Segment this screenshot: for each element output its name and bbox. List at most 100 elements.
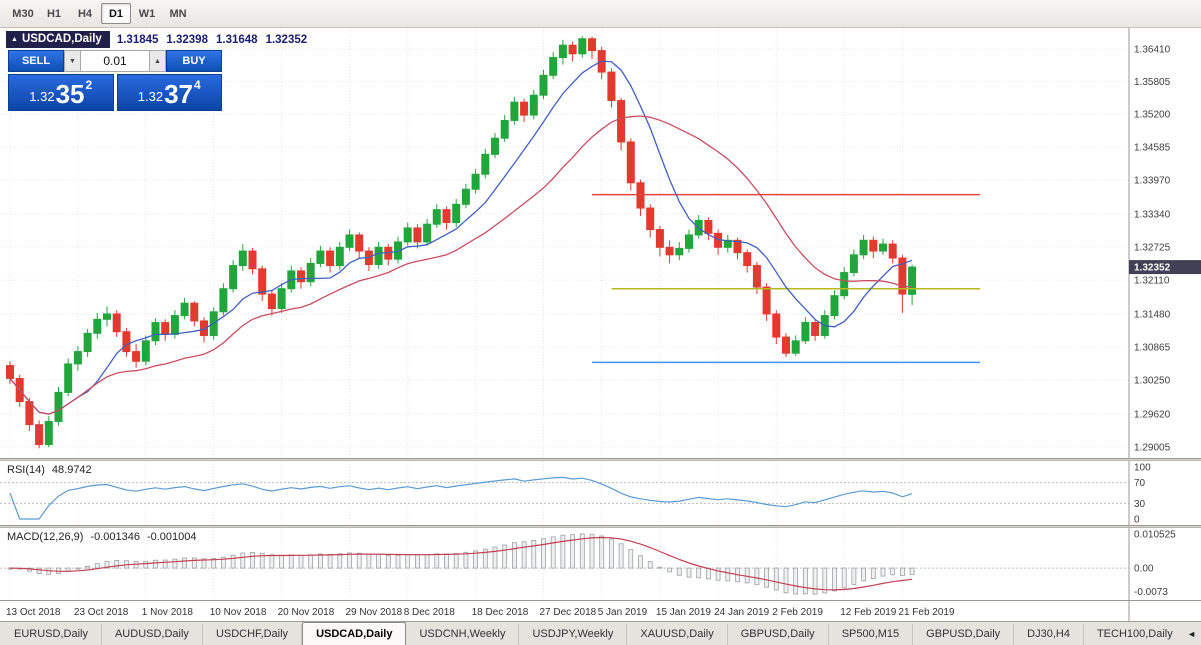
current-price-tag: [1129, 260, 1201, 275]
ohlc-high: 1.32398: [166, 33, 208, 46]
rsi-indicator-pane[interactable]: 100 70 30 0 RSI(14) 48.9742: [0, 461, 1201, 525]
chart-tab-dj30-h4[interactable]: DJ30,H4: [1014, 624, 1084, 645]
chart-tab-usdcnh-weekly[interactable]: USDCNH,Weekly: [406, 624, 520, 645]
timeframe-button-d1[interactable]: D1: [101, 3, 131, 24]
chart-tab-tech100-daily[interactable]: TECH100,Daily: [1084, 624, 1185, 645]
svg-text:1.33340: 1.33340: [1134, 209, 1171, 220]
symbol-chip: ▲ USDCAD,Daily: [6, 31, 110, 48]
svg-text:1.32725: 1.32725: [1134, 243, 1171, 254]
chart-tab-bar: EURUSD,Daily AUDUSD,Daily USDCHF,Daily USDC…: [0, 621, 1201, 645]
tab-scroll-left-icon[interactable]: ◄: [1187, 629, 1196, 639]
svg-text:30: 30: [1134, 499, 1146, 510]
sell-price-pip: 2: [85, 78, 93, 92]
svg-text:1.36410: 1.36410: [1134, 44, 1171, 55]
svg-text:0.010525: 0.010525: [1134, 530, 1176, 541]
svg-text:1.34585: 1.34585: [1134, 143, 1171, 154]
svg-text:1.31480: 1.31480: [1134, 309, 1171, 320]
chart-marker-icon: ▲: [11, 35, 18, 43]
svg-text:1.32110: 1.32110: [1134, 276, 1170, 287]
chart-tab-eurusd-daily[interactable]: EURUSD,Daily: [1, 624, 102, 645]
date-tick-label: 24 Jan 2019: [714, 607, 769, 618]
main-chart-pane[interactable]: 1.36410 1.35805 1.35200 1.34585 1.33970 1.333…: [0, 28, 1201, 458]
date-tick-label: 8 Dec 2018: [404, 607, 456, 618]
date-tick-label: 27 Dec 2018: [540, 607, 597, 618]
lot-increase-button[interactable]: ▲: [149, 50, 166, 72]
chart-tab-usdchf-daily[interactable]: USDCHF,Daily: [203, 624, 303, 645]
symbol-label: USDCAD,Daily: [21, 33, 102, 45]
macd-label: MACD(12,26,9) -0.001346 -0.001004: [7, 531, 197, 543]
svg-text:-0.0073: -0.0073: [1134, 587, 1168, 598]
timeframe-button-m30[interactable]: M30: [8, 3, 38, 24]
sell-price-main: 35: [55, 79, 85, 109]
date-axis[interactable]: 13 Oct 2018 23 Oct 2018 1 Nov 2018 10 Nov 2…: [0, 600, 1201, 622]
pane-divider[interactable]: [0, 525, 1201, 528]
lot-decrease-button[interactable]: ▼: [64, 50, 81, 72]
buy-price-main: 37: [164, 79, 194, 109]
macd-histogram: [7, 533, 915, 595]
date-tick-label: 10 Nov 2018: [210, 607, 267, 618]
date-tick-label: 18 Dec 2018: [472, 607, 529, 618]
svg-text:1.35200: 1.35200: [1134, 110, 1171, 121]
date-tick-label: 12 Feb 2019: [840, 607, 897, 618]
ohlc-low: 1.31648: [215, 33, 258, 46]
svg-text:1.30250: 1.30250: [1134, 376, 1171, 387]
ohlc-close: 1.32352: [265, 33, 308, 46]
buy-price-prefix: 1.32: [137, 89, 164, 104]
date-tick-label: 13 Oct 2018: [6, 607, 61, 618]
svg-text:1.30865: 1.30865: [1134, 343, 1171, 354]
sell-price-button[interactable]: 1.32 35 2: [8, 74, 114, 111]
timeframe-buttons: M30 H1 H4 D1 W1 MN: [8, 3, 194, 24]
ma-fast-line: [9, 60, 913, 415]
svg-text:1.29620: 1.29620: [1134, 409, 1171, 420]
chart-tab-audusd-daily[interactable]: AUDUSD,Daily: [102, 624, 203, 645]
sell-price-prefix: 1.32: [29, 89, 55, 104]
date-tick-label: 1 Nov 2018: [142, 607, 194, 618]
pane-divider[interactable]: [0, 458, 1201, 461]
chart-tab-gbpusd-daily[interactable]: GBPUSD,Daily: [913, 624, 1015, 645]
macd-signal-line: [9, 536, 913, 591]
date-tick-label: 2 Feb 2019: [772, 607, 823, 618]
date-axis-canvas: 13 Oct 2018 23 Oct 2018 1 Nov 2018 10 Nov 2…: [6, 601, 1130, 622]
rsi-canvas: 100 70 30 0: [0, 461, 1151, 526]
chart-tab-usdcad-daily[interactable]: USDCAD,Daily: [302, 622, 407, 645]
chart-title: ▲ USDCAD,Daily 1.31845 1.32398 1.31648 1…: [6, 31, 307, 48]
timeframe-button-mn[interactable]: MN: [163, 3, 193, 24]
ma-slow-line: [9, 115, 913, 415]
ohlc-values: 1.31845 1.32398 1.31648 1.32352: [117, 34, 307, 46]
svg-text:70: 70: [1134, 478, 1146, 489]
main-chart-canvas: 1.36410 1.35805 1.35200 1.34585 1.33970 1.333…: [0, 28, 1201, 458]
rsi-label: RSI(14) 48.9742: [7, 464, 92, 476]
svg-text:100: 100: [1134, 463, 1151, 474]
timeframe-toolbar: M30 H1 H4 D1 W1 MN: [0, 0, 1201, 28]
timeframe-button-w1[interactable]: W1: [132, 3, 162, 24]
chart-tab-sp500-m15[interactable]: SP500,M15: [829, 624, 914, 645]
date-tick-label: 15 Jan 2019: [656, 607, 711, 618]
buy-button[interactable]: BUY: [166, 50, 222, 72]
date-tick-label: 21 Feb 2019: [898, 607, 955, 618]
date-tick-label: 20 Nov 2018: [278, 607, 335, 618]
rsi-value: 48.9742: [51, 464, 92, 476]
chart-tab-gbpusd-daily[interactable]: GBPUSD,Daily: [728, 624, 829, 645]
svg-text:1.35805: 1.35805: [1134, 77, 1171, 88]
svg-text:1.32352: 1.32352: [1134, 263, 1171, 274]
main-grid: [0, 28, 1129, 458]
buy-price-button[interactable]: 1.32 37 4: [116, 74, 222, 111]
svg-text:0.00: 0.00: [1134, 564, 1154, 575]
rsi-name: RSI(14): [7, 464, 45, 476]
macd-indicator-pane[interactable]: 0.010525 0.00 -0.0073 MACD(12,26,9) -0.001…: [0, 528, 1201, 600]
date-tick-label: 23 Oct 2018: [74, 607, 129, 618]
chart-tab-xauusd-daily[interactable]: XAUUSD,Daily: [627, 624, 728, 645]
sell-button[interactable]: SELL: [8, 50, 64, 72]
timeframe-button-h4[interactable]: H4: [70, 3, 100, 24]
macd-canvas: 0.010525 0.00 -0.0073: [0, 528, 1176, 600]
timeframe-button-h1[interactable]: H1: [39, 3, 69, 24]
chart-tab-usdjpy-weekly[interactable]: USDJPY,Weekly: [519, 624, 628, 645]
macd-value: -0.001346: [90, 531, 140, 543]
svg-text:0: 0: [1134, 515, 1140, 526]
date-tick-label: 29 Nov 2018: [346, 607, 403, 618]
macd-signal-value: -0.001004: [146, 531, 197, 543]
lot-size-input[interactable]: 0.01: [81, 50, 149, 72]
ohlc-open: 1.31845: [116, 33, 159, 46]
svg-text:1.29005: 1.29005: [1134, 442, 1171, 453]
